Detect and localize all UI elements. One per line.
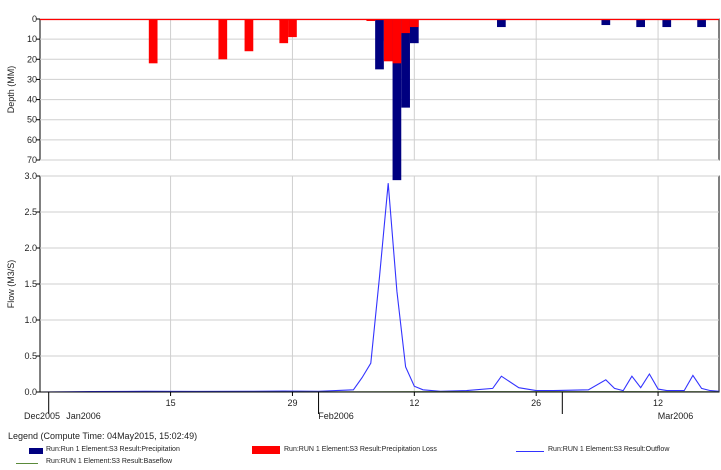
legend-label-outflow: Run:RUN 1 Element:S3 Result:Outflow: [548, 446, 670, 453]
outflow-line: [39, 183, 720, 393]
x-tick-label: 12: [653, 398, 663, 408]
x-tick-label: 12: [409, 398, 419, 408]
precip-ytick-label: 20: [27, 54, 37, 64]
precip-ytick-label: 10: [27, 34, 37, 44]
precipitation-bar: [601, 19, 611, 26]
precipitation-bar: [697, 19, 706, 28]
precip-ytick-label: 40: [27, 95, 37, 105]
precipitation-bar: [497, 19, 506, 28]
legend-swatch-baseflow: [16, 463, 38, 464]
precipitation-loss-bar: [383, 19, 393, 62]
precipitation-loss-bar: [392, 19, 402, 64]
flow-ytick-label: 0.5: [24, 351, 37, 361]
precipitation-bar: [409, 19, 419, 44]
legend-swatch-precipitation: [29, 448, 43, 454]
precip-ytick-label: 0: [32, 14, 37, 24]
precipitation-bar: [392, 19, 402, 181]
precipitation-bar: [375, 19, 384, 70]
flow-ytick-label: 2.5: [24, 207, 37, 217]
x-month-label: Mar2006: [658, 411, 694, 421]
precipitation-loss-bar: [218, 19, 228, 60]
flow-ytick-label: 0.0: [24, 387, 37, 397]
precipitation-loss-bar: [409, 19, 419, 28]
precipitation-loss-bar: [401, 19, 410, 34]
x-month-label: Jan2006: [66, 411, 101, 421]
x-tick-label: 15: [166, 398, 176, 408]
precip-ytick-label: 60: [27, 135, 37, 145]
flow-ytick-label: 1.5: [24, 279, 37, 289]
legend-label-baseflow: Run:RUN 1 Element:S3 Result:Baseflow: [46, 458, 173, 465]
precipitation-loss-bar: [288, 19, 297, 38]
x-tick-label: 26: [531, 398, 541, 408]
legend-swatch-outflow: [516, 451, 544, 452]
x-month-label: Dec2005: [24, 411, 60, 421]
flow-ylabel: Flow (M3/S): [6, 260, 16, 309]
legend-label-precipitation: Run:Run 1 Element:S3 Result:Precipitatio…: [46, 446, 180, 453]
legend-title: Legend (Compute Time: 04May2015, 15:02:4…: [8, 431, 198, 441]
precip-ytick-label: 30: [27, 74, 37, 84]
precip-ytick-label: 50: [27, 115, 37, 125]
flow-ytick-label: 1.0: [24, 315, 37, 325]
precipitation-bar: [636, 19, 646, 28]
precipitation-loss-bar: [244, 19, 254, 52]
x-month-label: Feb2006: [318, 411, 354, 421]
flow-ytick-label: 2.0: [24, 243, 37, 253]
precipitation-loss-bar: [148, 19, 158, 64]
precipitation-bar: [401, 19, 410, 108]
legend-label-precipitation-loss: Run:RUN 1 Element:S3 Result:Precipitatio…: [284, 446, 437, 453]
flow-ytick-label: 3.0: [24, 171, 37, 181]
precipitation-loss-bar: [279, 19, 289, 44]
precip-ylabel: Depth (MM): [6, 66, 16, 114]
precip-ytick-label: 70: [27, 155, 37, 165]
precipitation-bar: [662, 19, 672, 28]
x-tick-label: 29: [287, 398, 297, 408]
legend-swatch-precipitation-loss: [252, 446, 280, 454]
